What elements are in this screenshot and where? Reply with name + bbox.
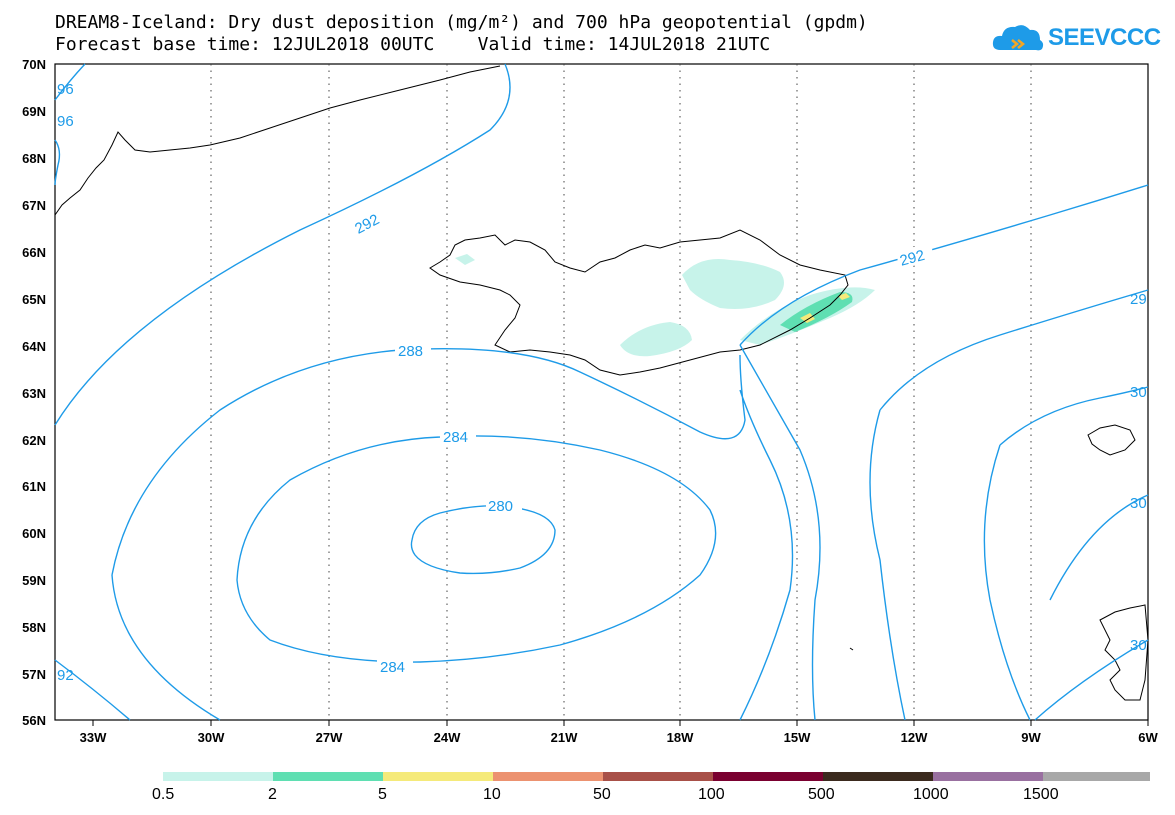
lat-label: 68N xyxy=(22,151,46,166)
lat-label: 60N xyxy=(22,526,46,541)
lat-label: 67N xyxy=(22,198,46,213)
contour-label-300-b: 30 xyxy=(1130,495,1147,512)
colorbar-label: 1500 xyxy=(1023,786,1059,803)
lat-label: 62N xyxy=(22,433,46,448)
lon-label: 24W xyxy=(433,730,461,745)
lat-label: 65N xyxy=(22,292,46,307)
lat-label: 64N xyxy=(22,339,46,354)
lon-label: 21W xyxy=(550,730,578,745)
contour-label-288: 288 xyxy=(398,343,423,360)
lat-label: 57N xyxy=(22,667,46,682)
lat-label: 63N xyxy=(22,386,46,401)
lat-label: 59N xyxy=(22,573,46,588)
geopotential-contours xyxy=(54,63,1149,721)
lon-label: 27W xyxy=(315,730,343,745)
dust-shading xyxy=(455,254,875,357)
colorbar xyxy=(163,772,1150,781)
lat-label: 69N xyxy=(22,104,46,119)
coastlines xyxy=(54,65,1149,701)
lon-label: 18W xyxy=(666,730,694,745)
figure-title: DREAM8-Iceland: Dry dust deposition (mg/… xyxy=(55,12,868,33)
contour-label-292-east: 292 xyxy=(898,247,927,270)
lon-label: 15W xyxy=(783,730,811,745)
colorbar-label: 5 xyxy=(378,786,387,803)
contour-label-296-b: 96 xyxy=(57,113,74,130)
colorbar-label: 2 xyxy=(268,786,277,803)
lat-label: 66N xyxy=(22,245,46,260)
cloud-logo-icon xyxy=(992,25,1044,51)
colorbar-label: 1000 xyxy=(913,786,949,803)
logo-text: SEEVCCC xyxy=(1048,24,1161,51)
lon-label: 9W xyxy=(1021,730,1041,745)
lon-label: 12W xyxy=(900,730,928,745)
contour-labels: 280 284 284 288 292 292 96 96 29 30 30 3… xyxy=(57,81,1147,684)
contour-label-280: 280 xyxy=(488,498,513,515)
contour-label-300-a: 30 xyxy=(1130,384,1147,401)
colorbar-label: 50 xyxy=(593,786,611,803)
contour-label-284-bottom: 284 xyxy=(380,659,405,676)
colorbar-label: 10 xyxy=(483,786,501,803)
colorbar-label: 100 xyxy=(698,786,725,803)
lat-label: 70N xyxy=(22,57,46,72)
contour-label-284-top: 284 xyxy=(443,429,468,446)
lat-label: 61N xyxy=(22,479,46,494)
contour-label-29-right: 29 xyxy=(1130,291,1147,308)
colorbar-label: 500 xyxy=(808,786,835,803)
contour-label-300-c: 30 xyxy=(1130,637,1147,654)
lon-label: 6W xyxy=(1138,730,1158,745)
grid-lines xyxy=(210,64,1032,720)
plot-frame xyxy=(54,63,1149,721)
lon-label: 33W xyxy=(79,730,107,745)
lat-label: 56N xyxy=(22,713,46,728)
axis-ticks xyxy=(92,720,1149,726)
lat-label: 58N xyxy=(22,620,46,635)
contour-label-92: 92 xyxy=(57,667,74,684)
contour-label-296-a: 96 xyxy=(57,81,74,98)
figure-subtitle: Forecast base time: 12JUL2018 00UTC Vali… xyxy=(55,34,771,55)
colorbar-label: 0.5 xyxy=(152,786,175,803)
lon-label: 30W xyxy=(197,730,225,745)
